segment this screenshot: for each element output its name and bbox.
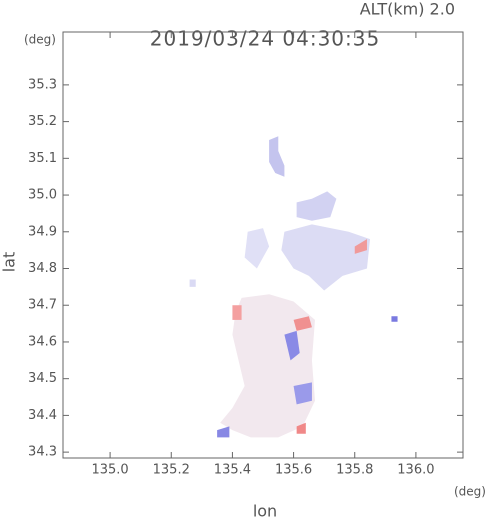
echo-region: [281, 224, 371, 291]
x-tick-label: 135.6: [275, 463, 312, 478]
plot-frame: [62, 31, 464, 459]
echo-region: [244, 228, 270, 269]
y-tick-label: 34.5: [28, 371, 57, 386]
y-tick-label: 35.1: [28, 151, 57, 166]
echo-region: [293, 316, 312, 331]
chart-title: 2019/03/24 04:30:35: [150, 27, 380, 51]
x-tick-label: 135.8: [336, 463, 373, 478]
y-tick-label: 35.2: [28, 114, 57, 129]
y-unit: (deg): [24, 33, 56, 47]
x-tick-label: 135.4: [214, 463, 251, 478]
y-tick-label: 34.3: [28, 445, 57, 460]
echo-region: [284, 330, 300, 361]
x-tick-label: 135.0: [91, 463, 128, 478]
y-tick-label: 35.3: [28, 77, 57, 92]
chart-subtitle: ALT(km) 2.0: [360, 0, 455, 19]
x-axis-label: lon: [253, 502, 277, 521]
plot-area: [189, 136, 398, 438]
echo-region: [296, 422, 306, 434]
echo-region: [296, 191, 337, 221]
echo-region: [232, 305, 242, 320]
y-tick-label: 34.6: [28, 334, 57, 349]
echo-region: [220, 294, 315, 438]
echo-region: [189, 279, 196, 287]
x-tick-label: 136.0: [397, 463, 434, 478]
y-tick-label: 34.8: [28, 261, 57, 276]
echo-region: [391, 316, 398, 322]
y-tick-label: 34.9: [28, 224, 57, 239]
y-tick-label: 34.4: [28, 408, 57, 423]
y-tick-label: 34.7: [28, 298, 57, 313]
echo-region: [354, 239, 367, 254]
y-tick-label: 35.0: [28, 188, 57, 203]
echo-region: [293, 382, 312, 405]
y-axis-label: lat: [0, 252, 19, 273]
x-unit: (deg): [454, 485, 486, 499]
x-tick-label: 135.2: [153, 463, 190, 478]
echo-region: [269, 136, 285, 177]
echo-region: [217, 426, 230, 438]
